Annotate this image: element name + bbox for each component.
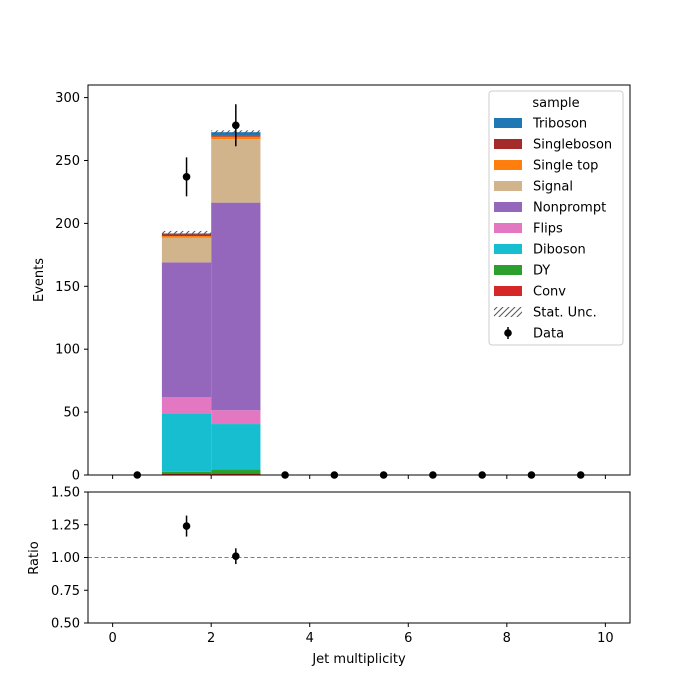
legend-swatch-diboson [494,244,522,254]
ratio-point-1 [232,552,240,560]
bar-dy-bin-1 [161,471,212,474]
legend-label-triboson: Triboson [532,117,587,132]
bar-diboson-bin-1 [161,413,212,472]
legend-label-singleboson: Singleboson [533,138,612,153]
legend-swatch-flips [494,223,522,233]
legend-swatch-single-top [494,160,522,170]
ratio-y-tick-label: 0.50 [51,617,80,632]
ratio-y-tick-label: 1.25 [51,518,80,533]
bar-flips-bin-2 [211,410,261,425]
legend-label-nonprompt: Nonprompt [533,201,606,216]
legend-swatch-nonprompt [494,202,522,212]
bar-conv-bin-2 [211,473,261,475]
legend-title: sample [532,96,579,111]
legend-swatch-singleboson [494,139,522,149]
legend-label-conv: Conv [533,285,566,300]
x-tick-label: 10 [597,631,614,646]
main-y-tick-label: 200 [55,217,80,232]
x-tick-label: 2 [207,631,215,646]
ratio-points [182,515,240,565]
legend-swatch-triboson [494,118,522,128]
legend-swatch-signal [494,181,522,191]
data-point-2 [232,121,240,130]
main-y-tick-label: 50 [63,406,80,421]
ratio-x-ticks: 0 2 4 6 8 10 [108,623,614,646]
ratio-y-axis-label: Ratio [27,541,42,574]
legend-label-single-top: Single top [533,159,598,174]
legend-swatch-stat-unc [494,307,522,317]
stacked-histogram [161,132,261,475]
main-y-tick-label: 0 [72,469,80,484]
main-plot-frame [87,84,631,476]
main-x-ticks [112,475,606,479]
main-y-ticks: 0 50 100 150 200 250 300 [55,91,88,484]
ratio-y-tick-label: 0.75 [51,584,80,599]
stat-unc-band-bin-1 [161,230,212,236]
legend-label-flips: Flips [533,222,563,237]
main-y-tick-label: 250 [55,154,80,169]
main-y-axis-label: Events [32,258,47,302]
x-tick-label: 4 [306,631,314,646]
legend-marker-data [504,329,512,337]
main-y-tick-label: 150 [55,280,80,295]
data-point-1 [182,173,191,181]
bar-signal-bin-1 [161,237,212,263]
legend-swatch-dy [494,265,522,275]
ratio-y-tick-label: 1.50 [51,486,80,501]
legend-label-signal: Signal [533,180,573,195]
bar-nonprompt-bin-2 [211,202,261,411]
ratio-point-0 [182,522,191,530]
legend-box [488,90,624,346]
bar-single-top-bin-1 [161,235,212,238]
legend-label-data: Data [533,327,564,342]
legend-label-stat-unc: Stat. Unc. [533,306,597,321]
bar-signal-bin-2 [211,139,261,203]
main-y-tick-label: 300 [55,91,80,106]
legend-label-dy: DY [533,264,550,279]
ratio-y-tick-label: 1.00 [51,551,80,566]
bar-nonprompt-bin-1 [161,262,212,397]
bar-dy-bin-2 [211,469,261,474]
x-tick-label: 8 [503,631,511,646]
main-plot: 0 50 100 150 200 250 300 Events sample Triboso… [32,84,631,484]
bar-diboson-bin-2 [211,424,261,470]
ratio-plot: 0.50 0.75 1.00 1.25 1.50 0 2 4 6 8 10 Ratio Jet m… [27,486,631,667]
x-tick-label: 6 [404,631,412,646]
legend-label-diboson: Diboson [533,243,586,258]
ratio-y-ticks: 0.50 0.75 1.00 1.25 1.50 [51,486,88,632]
x-tick-label: 0 [108,631,116,646]
legend-swatch-conv [494,286,522,296]
main-y-tick-label: 100 [55,343,80,358]
legend: sample Triboson Singleboson Single top Sign… [488,90,624,346]
bar-flips-bin-1 [161,397,212,414]
bar-conv-bin-1 [161,473,212,475]
x-axis-label: Jet multiplicity [311,652,406,667]
